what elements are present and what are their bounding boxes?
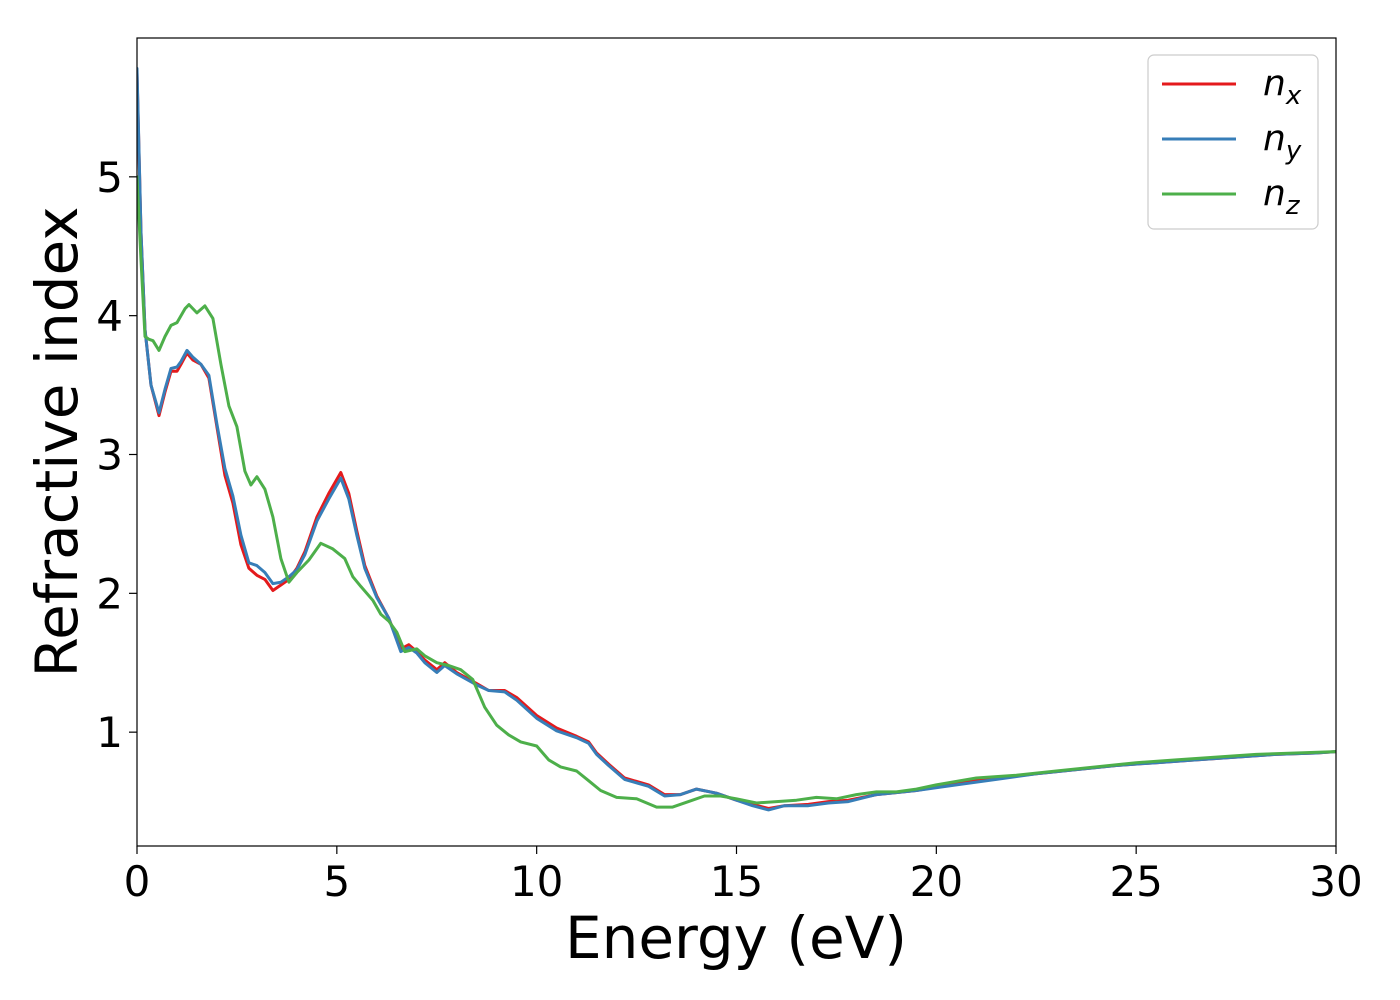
y-axis-label: Refractive index bbox=[23, 206, 91, 677]
x-tick-label: 10 bbox=[510, 857, 563, 906]
x-tick-label: 30 bbox=[1309, 857, 1362, 906]
series-line-y bbox=[137, 67, 1336, 812]
legend-label-subscript: z bbox=[1285, 191, 1301, 221]
legend-label-subscript: y bbox=[1285, 136, 1302, 166]
y-axis-ticks: 1 2 3 4 5 bbox=[96, 153, 137, 757]
legend-box bbox=[1147, 54, 1319, 230]
y-tick-label: 2 bbox=[96, 569, 123, 618]
x-axis-ticks: 0 5 10 15 20 25 30 bbox=[124, 846, 1363, 906]
series-group bbox=[137, 67, 1336, 812]
series-line-z bbox=[137, 175, 1336, 809]
legend-label-z: nz bbox=[1263, 173, 1301, 221]
x-tick-label: 5 bbox=[323, 857, 350, 906]
legend-label-base: n bbox=[1263, 118, 1286, 159]
x-tick-label: 20 bbox=[910, 857, 963, 906]
legend-label-base: n bbox=[1263, 63, 1286, 104]
legend-label-base: n bbox=[1263, 173, 1286, 214]
legend-label-x: nx bbox=[1263, 63, 1302, 111]
y-tick-label: 4 bbox=[96, 292, 123, 341]
y-tick-label: 3 bbox=[96, 430, 123, 479]
x-tick-label: 25 bbox=[1109, 857, 1162, 906]
y-tick-label: 1 bbox=[96, 708, 123, 757]
legend-label-subscript: x bbox=[1285, 81, 1302, 111]
x-tick-label: 15 bbox=[710, 857, 763, 906]
y-tick-label: 5 bbox=[96, 153, 123, 202]
x-axis-label: Energy (eV) bbox=[565, 904, 907, 972]
legend-label-y: ny bbox=[1263, 118, 1302, 166]
x-tick-label: 0 bbox=[124, 857, 151, 906]
